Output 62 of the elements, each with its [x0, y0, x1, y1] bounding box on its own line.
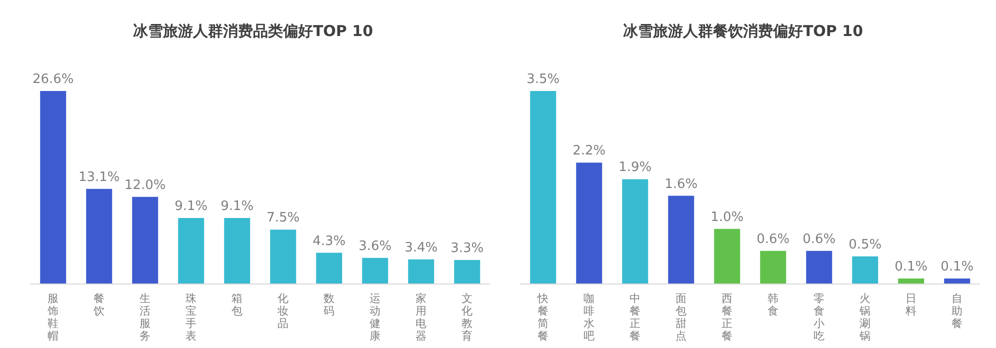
- x-tick-label: 运动健康: [370, 292, 380, 342]
- data-label: 0.5%: [848, 237, 882, 252]
- data-label: 26.6%: [32, 72, 74, 87]
- data-label: 1.0%: [710, 210, 744, 225]
- x-tick-label: 中餐正餐: [630, 292, 640, 342]
- bar: [178, 218, 204, 284]
- data-label: 1.9%: [618, 160, 652, 176]
- data-label: 0.6%: [802, 232, 836, 247]
- bar: [86, 188, 112, 284]
- bar: [408, 259, 434, 284]
- chart-title: 冰雪旅游人群餐饮消费偏好TOP 10: [622, 22, 864, 41]
- bar: [454, 260, 480, 284]
- data-label: 3.5%: [526, 72, 560, 87]
- x-tick-label: 零食小吃: [814, 292, 824, 342]
- bar: [132, 196, 158, 284]
- bar: [668, 196, 694, 284]
- x-tick-label: 西餐正餐: [722, 292, 732, 342]
- x-tick-label: 火锅涮锅: [858, 292, 870, 342]
- x-tick-label: 快餐简餐: [536, 292, 548, 342]
- data-label: 3.3%: [450, 241, 484, 256]
- data-label: 13.1%: [78, 170, 120, 185]
- data-label: 1.6%: [664, 176, 698, 192]
- data-label: 4.3%: [312, 234, 346, 249]
- data-label: 9.1%: [174, 198, 208, 214]
- x-tick-label: 日料: [906, 292, 916, 318]
- x-tick-label: 家用电器: [416, 292, 426, 342]
- x-tick-label: 生活服务: [140, 292, 150, 342]
- x-tick-label: 韩食: [768, 292, 778, 318]
- x-tick-label: 自助餐: [952, 292, 962, 330]
- data-label: 3.6%: [358, 238, 392, 254]
- data-label: 0.1%: [894, 259, 928, 274]
- bar: [576, 162, 602, 284]
- x-tick-label: 服饰鞋帽: [46, 292, 58, 342]
- bar: [806, 250, 832, 284]
- bar: [224, 218, 250, 284]
- x-tick-label: 数码: [324, 292, 334, 318]
- x-tick-label: 珠宝手表: [186, 292, 196, 342]
- x-tick-label: 面包甜点: [676, 292, 686, 342]
- data-label: 9.1%: [220, 198, 254, 214]
- data-label: 7.5%: [266, 210, 300, 226]
- bar: [270, 230, 296, 284]
- data-label: 2.2%: [572, 144, 606, 159]
- bar: [362, 258, 388, 284]
- bar: [40, 90, 66, 284]
- bar: [530, 90, 556, 284]
- x-tick-label: 化妆品: [278, 292, 288, 330]
- x-tick-label: 餐饮: [92, 292, 104, 318]
- bar: [760, 250, 786, 284]
- bar: [944, 278, 970, 284]
- data-label: 0.1%: [940, 259, 974, 274]
- data-label: 0.6%: [756, 232, 790, 247]
- x-tick-label: 箱包: [232, 292, 242, 318]
- data-label: 3.4%: [404, 240, 438, 256]
- x-tick-label: 咖啡水吧: [584, 292, 594, 342]
- bar: [316, 252, 342, 284]
- chart-title: 冰雪旅游人群消费品类偏好TOP 10: [132, 22, 374, 41]
- bar: [714, 228, 740, 284]
- bar: [852, 256, 878, 284]
- data-label: 12.0%: [124, 178, 166, 193]
- x-tick-label: 文化教育: [462, 292, 472, 342]
- bar: [622, 179, 648, 284]
- bar: [898, 278, 924, 284]
